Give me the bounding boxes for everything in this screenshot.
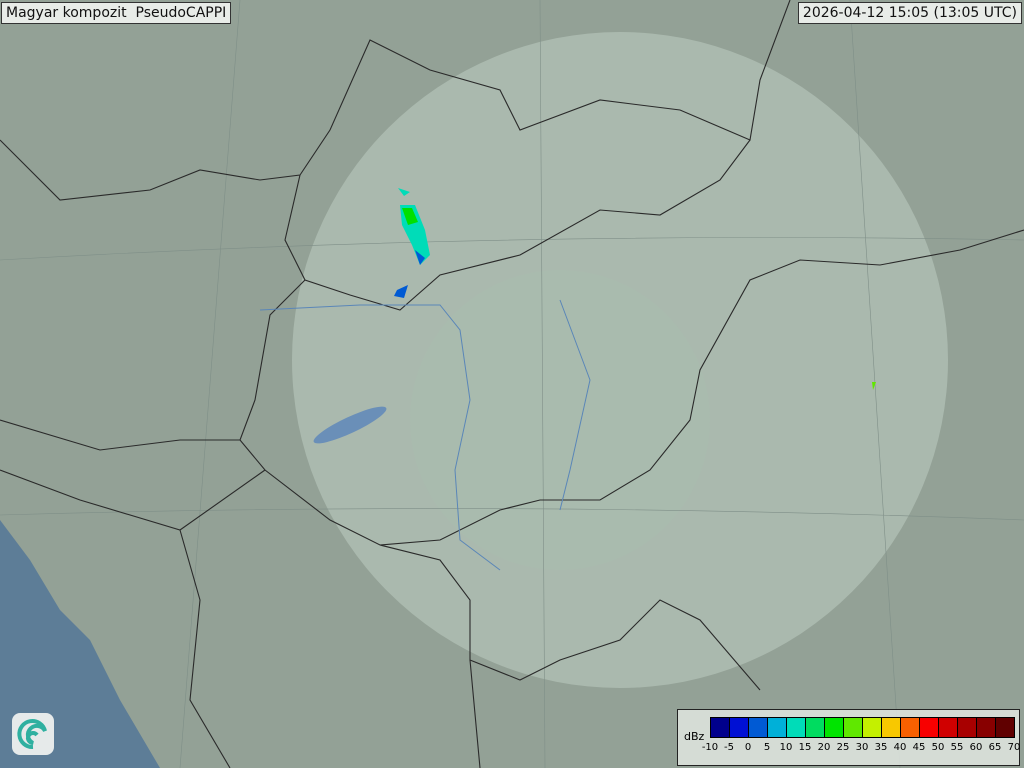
- tick-label: 55: [950, 742, 964, 753]
- color-swatch: [730, 718, 749, 737]
- color-swatch: [920, 718, 939, 737]
- tick-label: 25: [836, 742, 850, 753]
- color-swatch: [825, 718, 844, 737]
- rivers: [259, 299, 591, 571]
- color-swatch: [939, 718, 958, 737]
- tick-label: 10: [779, 742, 793, 753]
- color-swatch: [749, 718, 768, 737]
- lake-balaton: [313, 406, 387, 444]
- color-swatch: [996, 718, 1014, 737]
- dbz-legend: dBz -10 -5 0 5 10 15 20 25 30 35 40 45 50 55 60 65 70: [677, 709, 1020, 766]
- timestamp: 2026-04-12 15:05 (13:05 UTC): [797, 2, 1022, 24]
- tick-label: 50: [931, 742, 945, 753]
- color-swatch: [844, 718, 863, 737]
- color-swatch: [711, 718, 730, 737]
- color-swatch: [901, 718, 920, 737]
- tick-label: 20: [817, 742, 831, 753]
- radar-coverage-area: [292, 32, 948, 688]
- tick-label: -5: [724, 742, 734, 753]
- color-scale: [710, 717, 1015, 738]
- color-swatch: [863, 718, 882, 737]
- legend-unit: dBz: [684, 730, 705, 743]
- swirl-logo-icon: [12, 713, 54, 755]
- tick-label: 40: [893, 742, 907, 753]
- color-swatch: [977, 718, 996, 737]
- tick-label: 45: [912, 742, 926, 753]
- color-swatch: [806, 718, 825, 737]
- tick-label: 15: [798, 742, 812, 753]
- map-title: Magyar kompozit PseudoCAPPI: [1, 2, 232, 24]
- great-plain: [410, 270, 710, 570]
- tick-label: 60: [969, 742, 983, 753]
- tick-label: 70: [1007, 742, 1021, 753]
- tick-label: -10: [701, 742, 719, 753]
- color-swatch: [958, 718, 977, 737]
- color-swatch: [787, 718, 806, 737]
- radar-echoes: [394, 188, 876, 390]
- tick-label: 0: [744, 742, 752, 753]
- color-swatch: [768, 718, 787, 737]
- tick-label: 65: [988, 742, 1002, 753]
- adriatic-sea: [0, 520, 160, 768]
- legend-ticks: -10 -5 0 5 10 15 20 25 30 35 40 45 50 55 60 65 70: [702, 742, 1021, 756]
- tick-label: 35: [874, 742, 888, 753]
- color-swatch: [882, 718, 901, 737]
- tick-label: 5: [763, 742, 771, 753]
- tick-label: 30: [855, 742, 869, 753]
